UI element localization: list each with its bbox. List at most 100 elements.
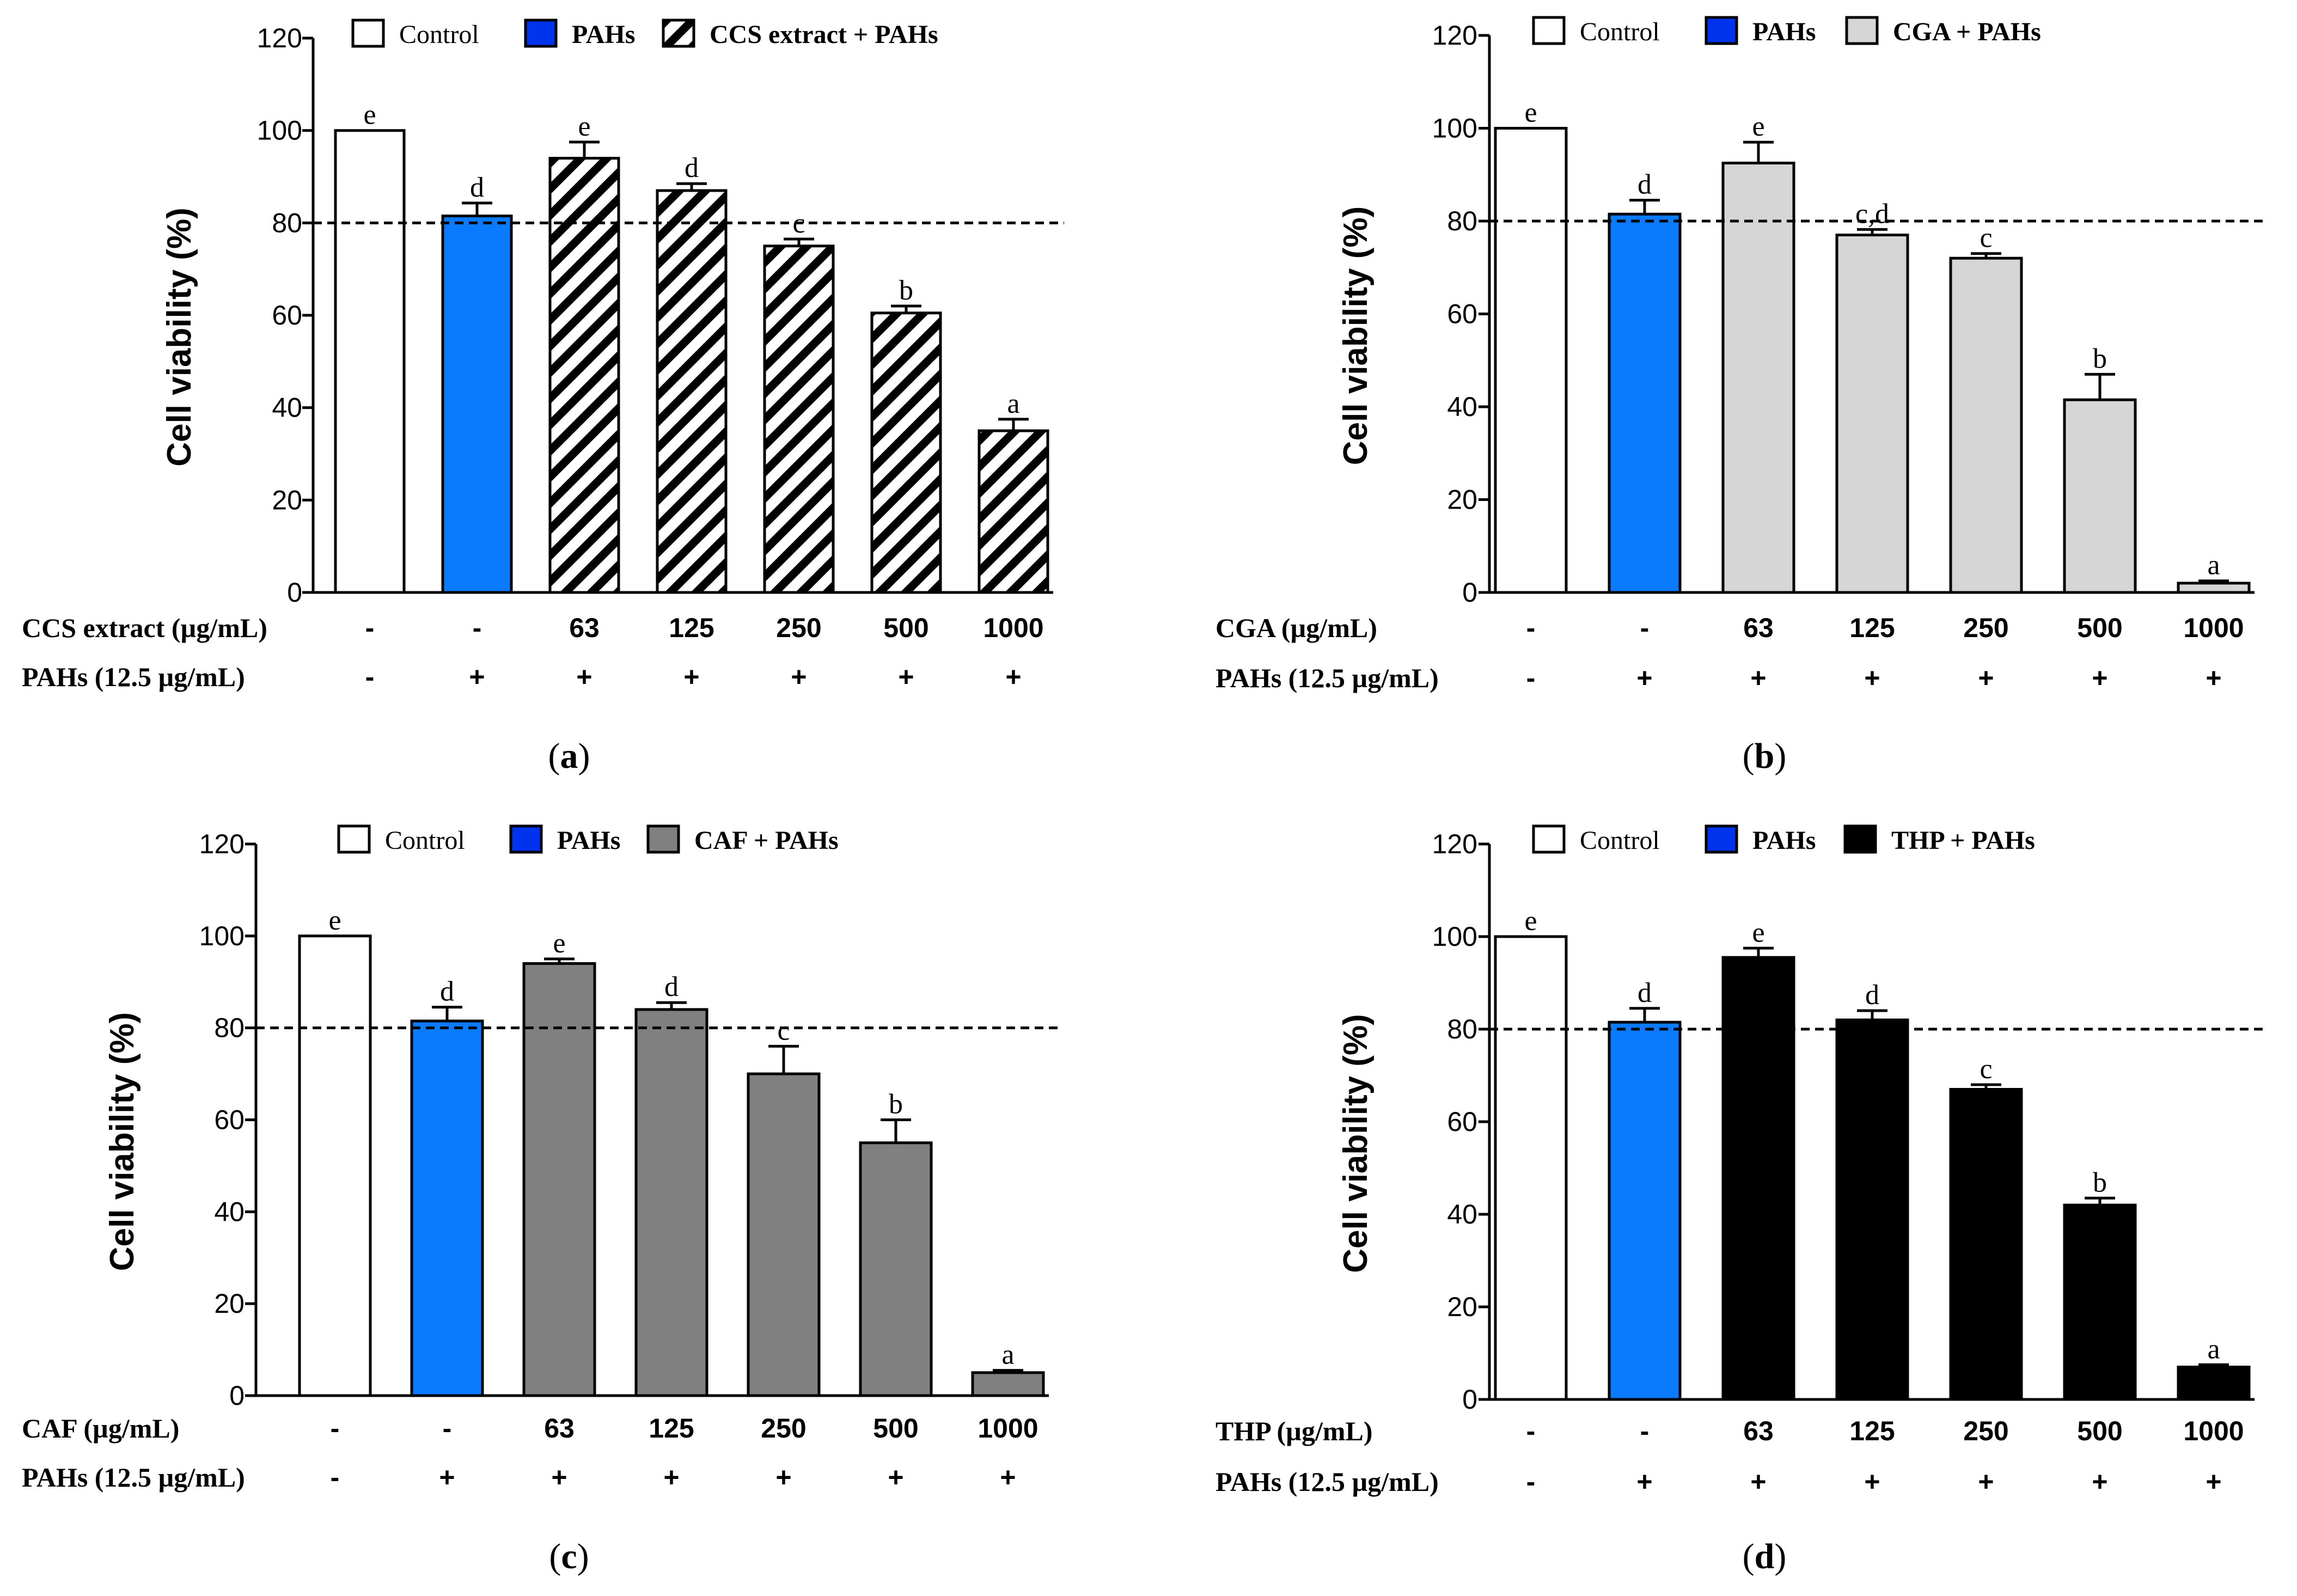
significance-letter: b <box>889 1089 903 1120</box>
concentration-value: - <box>1640 1416 1650 1446</box>
panel-caption: (a) <box>548 736 590 776</box>
panel-caption: (c) <box>549 1537 589 1576</box>
significance-letter: a <box>1001 1340 1014 1371</box>
concentration-value: 125 <box>1849 1416 1895 1446</box>
pahs-indicator: + <box>551 1462 567 1493</box>
legend-label: CCS extract + PAHs <box>710 20 938 49</box>
significance-letter: d <box>1865 980 1879 1011</box>
concentration-value: 125 <box>669 613 714 643</box>
legend-label: PAHs <box>572 20 635 49</box>
bar <box>1721 956 1795 1401</box>
legend-swatch <box>351 19 385 48</box>
y-tick-label: 120 <box>1432 20 1477 51</box>
pahs-indicator: + <box>898 662 914 692</box>
pahs-indicator: + <box>439 1462 455 1493</box>
bar <box>2063 398 2137 594</box>
concentration-value: 125 <box>1849 613 1895 643</box>
legend-label: THP + PAHs <box>1891 826 2035 855</box>
bar <box>410 1019 484 1397</box>
y-tick-label: 120 <box>199 829 245 859</box>
pahs-indicator: + <box>888 1462 903 1493</box>
pahs-row-label: PAHs (12.5 µg/mL) <box>1215 1466 1439 1497</box>
y-tick-label: 0 <box>229 1380 245 1411</box>
y-tick-label: 0 <box>1462 577 1477 608</box>
panel-caption-letter: b <box>1755 736 1775 776</box>
bar <box>1835 1018 1909 1401</box>
bar <box>859 1141 933 1397</box>
significance-letter: d <box>685 152 699 184</box>
significance-letter: d <box>664 971 679 1002</box>
y-tick-label: 40 <box>1447 392 1477 422</box>
legend-label: PAHs <box>1752 17 1816 46</box>
y-tick-label: 120 <box>257 23 302 53</box>
bar <box>1721 161 1795 594</box>
significance-letter: a <box>1007 388 1019 419</box>
pahs-indicator: + <box>1000 1462 1016 1493</box>
concentration-value: 1000 <box>978 1413 1038 1444</box>
pahs-indicator: + <box>2092 663 2107 693</box>
significance-letter: d <box>470 172 484 203</box>
legend-swatch <box>1532 824 1566 854</box>
concentration-value: 250 <box>761 1413 806 1444</box>
significance-letter: e <box>1524 97 1537 129</box>
significance-letter: d <box>1638 169 1652 200</box>
concentration-value: 250 <box>1963 613 2008 643</box>
pahs-indicator: - <box>1526 1466 1536 1497</box>
concentration-value: - <box>1526 1416 1536 1446</box>
pahs-indicator: + <box>1978 663 1994 693</box>
bar <box>1494 935 1568 1401</box>
y-tick-label: 120 <box>1432 829 1477 859</box>
y-tick-label: 100 <box>199 921 245 951</box>
pahs-indicator: + <box>791 662 807 692</box>
bar <box>1494 127 1568 594</box>
bar <box>2177 1366 2251 1401</box>
concentration-value: - <box>1526 613 1536 643</box>
concentration-value: - <box>443 1413 452 1444</box>
legend-swatch <box>646 824 680 854</box>
significance-letter: e <box>578 111 590 142</box>
bar <box>1949 1088 2023 1401</box>
legend-swatch <box>1532 16 1566 45</box>
y-tick-label: 40 <box>272 393 302 423</box>
y-tick-label: 80 <box>1447 206 1477 236</box>
y-tick-label: 60 <box>272 300 302 331</box>
y-axis-label: Cell viability (%) <box>1337 206 1374 465</box>
pahs-indicator: - <box>1526 663 1536 693</box>
concentration-value: 63 <box>544 1413 575 1444</box>
bar <box>870 311 942 594</box>
legend-label: PAHs <box>557 826 620 855</box>
legend-swatch <box>1705 824 1738 854</box>
y-tick-label: 40 <box>214 1196 245 1227</box>
y-tick-label: 20 <box>1447 1292 1477 1322</box>
bar <box>298 934 372 1397</box>
y-tick-label: 0 <box>287 577 302 608</box>
chart-panel-d: 0 20 40 60 80 100 120 Cell viability (%) e - - d - + e… <box>1215 824 2265 1576</box>
bar <box>1608 212 1682 594</box>
bar <box>1608 1020 1682 1401</box>
pahs-indicator: + <box>663 1462 679 1493</box>
concentration-row-label: CCS extract (µg/mL) <box>22 613 267 643</box>
significance-letter: c <box>1980 1054 1992 1085</box>
significance-letter: a <box>2207 550 2220 581</box>
concentration-value: - <box>1640 613 1650 643</box>
legend-label: CAF + PAHs <box>694 826 839 855</box>
bar <box>2177 582 2251 594</box>
significance-letter: c,d <box>1855 198 1889 229</box>
legend-label: PAHs <box>1752 826 1816 855</box>
bar <box>1835 234 1909 594</box>
pahs-row-label: PAHs (12.5 µg/mL) <box>22 1462 245 1493</box>
pahs-indicator: + <box>2206 663 2221 693</box>
concentration-row-label: CGA (µg/mL) <box>1215 613 1377 643</box>
bar <box>763 244 835 594</box>
panel-caption-letter: a <box>560 736 578 776</box>
bar <box>1949 256 2023 594</box>
pahs-indicator: + <box>2092 1466 2107 1497</box>
pahs-indicator: + <box>1864 663 1880 693</box>
y-tick-label: 80 <box>272 207 302 238</box>
bar <box>634 1008 708 1397</box>
concentration-value: 250 <box>776 613 821 643</box>
significance-letter: e <box>328 905 341 936</box>
concentration-value: 63 <box>569 613 600 643</box>
y-tick-label: 80 <box>1447 1014 1477 1044</box>
concentration-value: 63 <box>1743 1416 1774 1446</box>
